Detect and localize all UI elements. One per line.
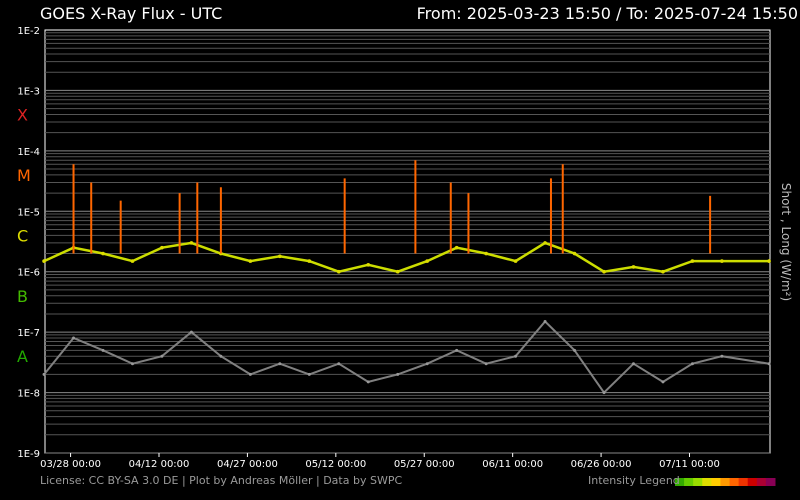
short-point (160, 354, 164, 358)
short-point (189, 330, 193, 334)
long-point (484, 251, 488, 256)
long-point (42, 259, 46, 263)
long-point (248, 259, 253, 263)
chart-title: GOES X-Ray Flux - UTC (40, 4, 223, 23)
traces (42, 160, 771, 395)
long-point (366, 263, 371, 267)
long-point (160, 245, 164, 250)
long-point (767, 259, 771, 263)
short-point (101, 348, 105, 352)
short-point (42, 372, 46, 376)
legend-swatch (747, 478, 758, 486)
short-point (631, 362, 635, 366)
y-tick-label: 1E-7 (17, 328, 40, 339)
y-tick-label: 1E-4 (17, 147, 40, 158)
flare-class-b: B (17, 287, 28, 306)
short-point (337, 362, 341, 366)
long-point (631, 265, 636, 269)
long-point (543, 241, 547, 245)
legend-swatch (729, 478, 740, 486)
long-point (336, 269, 341, 274)
y-tick-label: 1E-3 (17, 86, 40, 97)
y-axis: 1E-2 1E-3 1E-4 1E-5 1E-6 1E-7 1E-8 1E-9 (17, 26, 40, 460)
short-point (278, 362, 282, 366)
legend-swatch (693, 478, 703, 486)
short-point (219, 354, 223, 358)
long-point (602, 269, 606, 274)
short-point (484, 362, 488, 366)
flare-class-c: C (17, 226, 28, 245)
legend-swatch (684, 478, 694, 486)
y-tick-label: 1E-6 (17, 268, 40, 279)
short-point (248, 372, 252, 376)
intensity-legend (675, 478, 776, 486)
legend-swatch (720, 478, 731, 486)
time-range: From: 2025-03-23 15:50 / To: 2025-07-24 … (416, 4, 798, 23)
grid (45, 32, 770, 454)
legend-swatch (765, 478, 776, 486)
short-point (72, 336, 76, 340)
short-point (425, 362, 429, 366)
long-point (720, 259, 724, 263)
short-point (307, 372, 311, 376)
short-point (130, 362, 134, 366)
flare-class-labels: X M C B A (17, 105, 31, 366)
legend-swatch (711, 478, 721, 486)
short-point (690, 362, 694, 366)
long-point (278, 254, 282, 259)
long-point (101, 251, 105, 256)
x-axis: 03/28 00:00 04/12 00:00 04/27 00:00 05/12 0… (40, 453, 720, 470)
legend-swatch (756, 478, 767, 486)
long-point (307, 259, 312, 263)
long-point (513, 259, 518, 263)
x-tick-label: 05/12 00:00 (305, 459, 366, 470)
license-text: License: CC BY-SA 3.0 DE | Plot by Andre… (40, 474, 403, 487)
short-point (514, 354, 518, 358)
short-point (661, 380, 665, 384)
x-tick-label: 05/27 00:00 (394, 459, 455, 470)
legend-swatch (675, 478, 685, 486)
y-tick-label: 1E-9 (17, 449, 40, 460)
x-tick-label: 07/11 00:00 (659, 459, 720, 470)
x-tick-label: 06/11 00:00 (482, 459, 543, 470)
flare-class-m: M (17, 166, 31, 185)
short-point (366, 380, 370, 384)
long-point (690, 259, 695, 263)
long-point (189, 241, 194, 245)
short-point (720, 354, 724, 358)
x-tick-label: 03/28 00:00 (40, 459, 101, 470)
x-tick-label: 04/12 00:00 (129, 459, 190, 470)
long-point (425, 259, 429, 263)
short-point (767, 362, 771, 366)
long-point (661, 269, 665, 274)
plot-area (44, 29, 771, 454)
short-point (396, 372, 400, 376)
short-point (543, 320, 547, 324)
long-point (454, 245, 459, 250)
flare-class-a: A (17, 347, 28, 366)
legend-swatch (738, 478, 749, 486)
intensity-legend-label: Intensity Legend (588, 474, 680, 487)
long-point (572, 251, 577, 256)
y-axis-label: Short , Long (W/m²) (779, 183, 793, 301)
long-point (395, 269, 400, 274)
y-tick-label: 1E-5 (17, 207, 40, 218)
x-tick-label: 04/27 00:00 (217, 459, 278, 470)
legend-swatch (702, 478, 712, 486)
x-tick-label: 06/26 00:00 (571, 459, 632, 470)
short-point (455, 348, 459, 352)
y-tick-label: 1E-8 (17, 389, 40, 400)
flare-class-x: X (17, 105, 28, 124)
long-point (130, 259, 135, 263)
short-point (602, 391, 606, 395)
y-tick-label: 1E-2 (17, 26, 40, 37)
short-point (573, 348, 577, 352)
